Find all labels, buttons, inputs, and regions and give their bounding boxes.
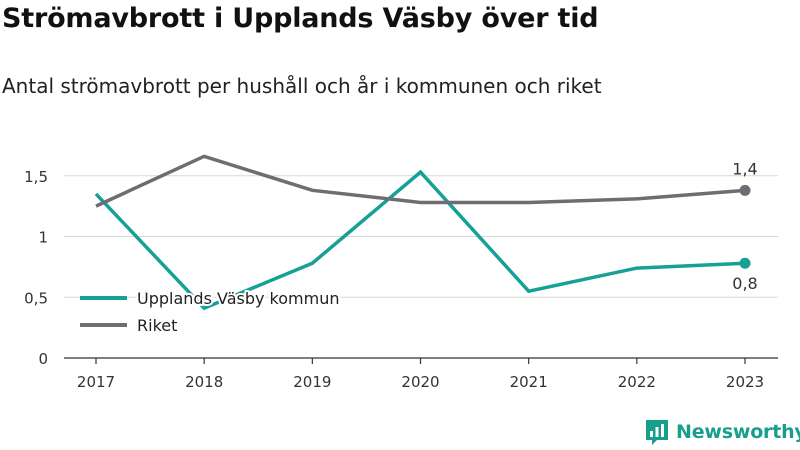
series-line-1 xyxy=(95,154,746,208)
series-end-label: 0,8 xyxy=(732,274,757,293)
y-tick-label: 0,5 xyxy=(24,289,48,307)
y-tick-label: 1,5 xyxy=(24,168,48,186)
chart-subtitle: Antal strömavbrott per hushåll och år i … xyxy=(2,74,602,98)
brand-name: Newsworthy xyxy=(676,421,800,443)
x-tick-label: 2022 xyxy=(618,373,656,391)
x-tick-label: 2023 xyxy=(726,373,764,391)
series-end-marker-1 xyxy=(739,184,751,196)
legend-label: Upplands Väsby kommun xyxy=(137,289,339,308)
chart-title: Strömavbrott i Upplands Väsby över tid xyxy=(2,3,599,34)
y-tick-label: 1 xyxy=(38,229,48,247)
series-line-0 xyxy=(94,169,746,311)
brand-logo-block: Newsworthy xyxy=(644,418,800,446)
series-end-label: 1,4 xyxy=(732,159,757,178)
x-tick-label: 2020 xyxy=(401,373,439,391)
x-tick-label: 2021 xyxy=(510,373,548,391)
y-tick-label: 0 xyxy=(38,350,48,368)
legend-label: Riket xyxy=(137,316,177,335)
x-tick-label: 2018 xyxy=(185,373,223,391)
bar-chart-badge-icon xyxy=(646,420,668,445)
x-tick-label: 2019 xyxy=(293,373,331,391)
series-end-marker-0 xyxy=(739,257,751,269)
x-tick-label: 2017 xyxy=(77,373,115,391)
